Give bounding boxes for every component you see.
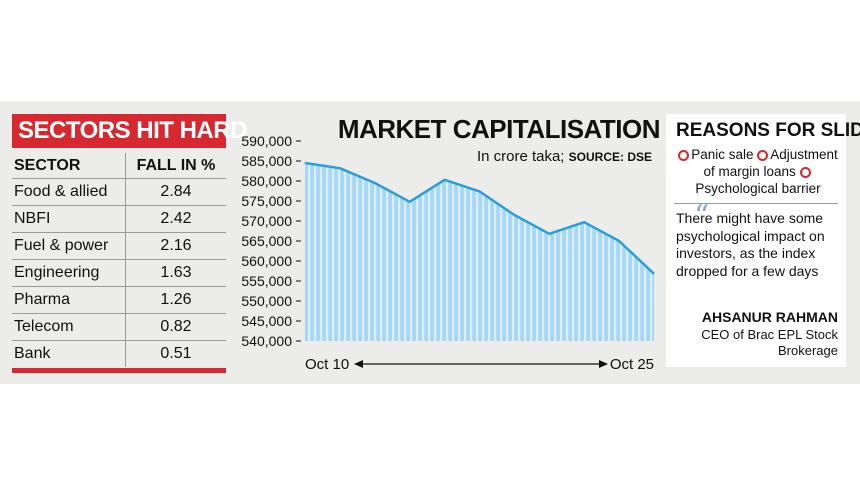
data-point bbox=[479, 190, 480, 192]
col-fall-header: FALL IN % bbox=[125, 153, 226, 179]
y-tick-label: 545,000 bbox=[241, 313, 292, 329]
arrow-right-icon bbox=[599, 360, 608, 368]
chart-subtitle: In crore taka; SOURCE: DSE bbox=[477, 148, 652, 165]
quote-mark-icon: “ bbox=[694, 199, 710, 234]
quote-author: AHSANUR RAHMAN bbox=[701, 309, 838, 325]
table-row: Engineering 1.63 bbox=[12, 259, 226, 287]
col-sector-header: SECTOR bbox=[14, 156, 81, 174]
data-point bbox=[374, 182, 376, 184]
sector-name: Pharma bbox=[12, 286, 126, 314]
table-row: NBFI 2.42 bbox=[12, 205, 226, 233]
sector-name: Fuel & power bbox=[12, 232, 126, 260]
quote-block: “ There might have some psychological im… bbox=[676, 199, 840, 280]
sector-name: Engineering bbox=[12, 259, 126, 287]
arrow-left-icon bbox=[354, 360, 363, 368]
table-row: Pharma 1.26 bbox=[12, 286, 226, 314]
chart-source: SOURCE: DSE bbox=[568, 150, 652, 164]
table-bottom-rule bbox=[12, 368, 226, 373]
bullet-ring-icon bbox=[799, 166, 811, 178]
data-point bbox=[339, 167, 341, 169]
market-cap-chart: 590,000 585,000 580,000 575,000 570,000 565,0… bbox=[230, 110, 660, 380]
quote-author-role: CEO of Brac EPL Stock Brokerage bbox=[701, 327, 838, 358]
reasons-panel: REASONS FOR SLIDE Panic sale Adjustment … bbox=[666, 114, 860, 367]
table-header-row: SECTOR FALL IN % bbox=[12, 153, 226, 179]
sector-fall: 0.82 bbox=[125, 313, 226, 341]
data-point bbox=[548, 233, 550, 235]
bullet-ring-icon bbox=[678, 149, 690, 161]
y-tick-label: 540,000 bbox=[241, 333, 292, 349]
reason-item: Adjustment of margin loans bbox=[703, 147, 838, 179]
y-tick-label: 560,000 bbox=[241, 253, 292, 269]
data-point bbox=[409, 201, 411, 203]
y-tick-label: 555,000 bbox=[241, 273, 292, 289]
data-point bbox=[444, 179, 446, 181]
data-point bbox=[653, 273, 655, 275]
y-tick-label: 580,000 bbox=[241, 173, 292, 189]
data-point bbox=[618, 240, 620, 242]
divider bbox=[674, 203, 838, 204]
sectors-panel: SECTORS HIT HARD SECTOR FALL IN % Food &… bbox=[12, 114, 247, 373]
reason-item: Panic sale bbox=[678, 147, 753, 162]
y-tick-label: 565,000 bbox=[241, 233, 292, 249]
sector-name: Bank bbox=[12, 340, 126, 367]
sector-name: Telecom bbox=[12, 313, 126, 341]
y-tick-label: 585,000 bbox=[241, 153, 292, 169]
data-point bbox=[513, 214, 515, 216]
table-row: Food & allied 2.84 bbox=[12, 178, 226, 206]
y-tick-label: 570,000 bbox=[241, 213, 292, 229]
data-point bbox=[304, 162, 306, 164]
sector-fall: 0.51 bbox=[125, 340, 226, 367]
x-start-label: Oct 10 bbox=[305, 356, 349, 373]
reason-item: Psychological barrier bbox=[695, 164, 821, 196]
chart-svg: 590,000 585,000 580,000 575,000 570,000 565,0… bbox=[241, 133, 655, 373]
sector-name: Food & allied bbox=[12, 178, 126, 206]
reasons-list: Panic sale Adjustment of margin loans Ps… bbox=[674, 146, 842, 197]
x-end-label: Oct 25 bbox=[610, 356, 654, 373]
y-tick-label: 575,000 bbox=[241, 193, 292, 209]
sectors-table: SECTOR FALL IN % Food & allied 2.84 NBFI… bbox=[12, 153, 226, 367]
y-tick-label: 550,000 bbox=[241, 293, 292, 309]
reasons-title: REASONS FOR SLIDE bbox=[676, 120, 860, 141]
sectors-title: SECTORS HIT HARD bbox=[12, 114, 247, 148]
bullet-ring-icon bbox=[757, 149, 769, 161]
chart-unit-label: In crore taka; bbox=[476, 148, 565, 165]
sector-fall: 2.16 bbox=[125, 232, 226, 260]
table-row: Bank 0.51 bbox=[12, 340, 226, 367]
sector-fall: 1.26 bbox=[125, 286, 226, 314]
data-point bbox=[583, 221, 585, 223]
table-row: Telecom 0.82 bbox=[12, 313, 226, 341]
sector-fall: 2.42 bbox=[125, 205, 226, 233]
chart-title: MARKET CAPITALISATION bbox=[337, 114, 661, 144]
sector-name: NBFI bbox=[12, 205, 126, 233]
y-tick-label: 590,000 bbox=[241, 133, 292, 149]
quote-text: There might have some psychological impa… bbox=[676, 210, 825, 279]
sector-fall: 1.63 bbox=[125, 259, 226, 287]
sector-fall: 2.84 bbox=[125, 178, 226, 206]
area-stripes bbox=[308, 163, 653, 341]
table-row: Fuel & power 2.16 bbox=[12, 232, 226, 260]
